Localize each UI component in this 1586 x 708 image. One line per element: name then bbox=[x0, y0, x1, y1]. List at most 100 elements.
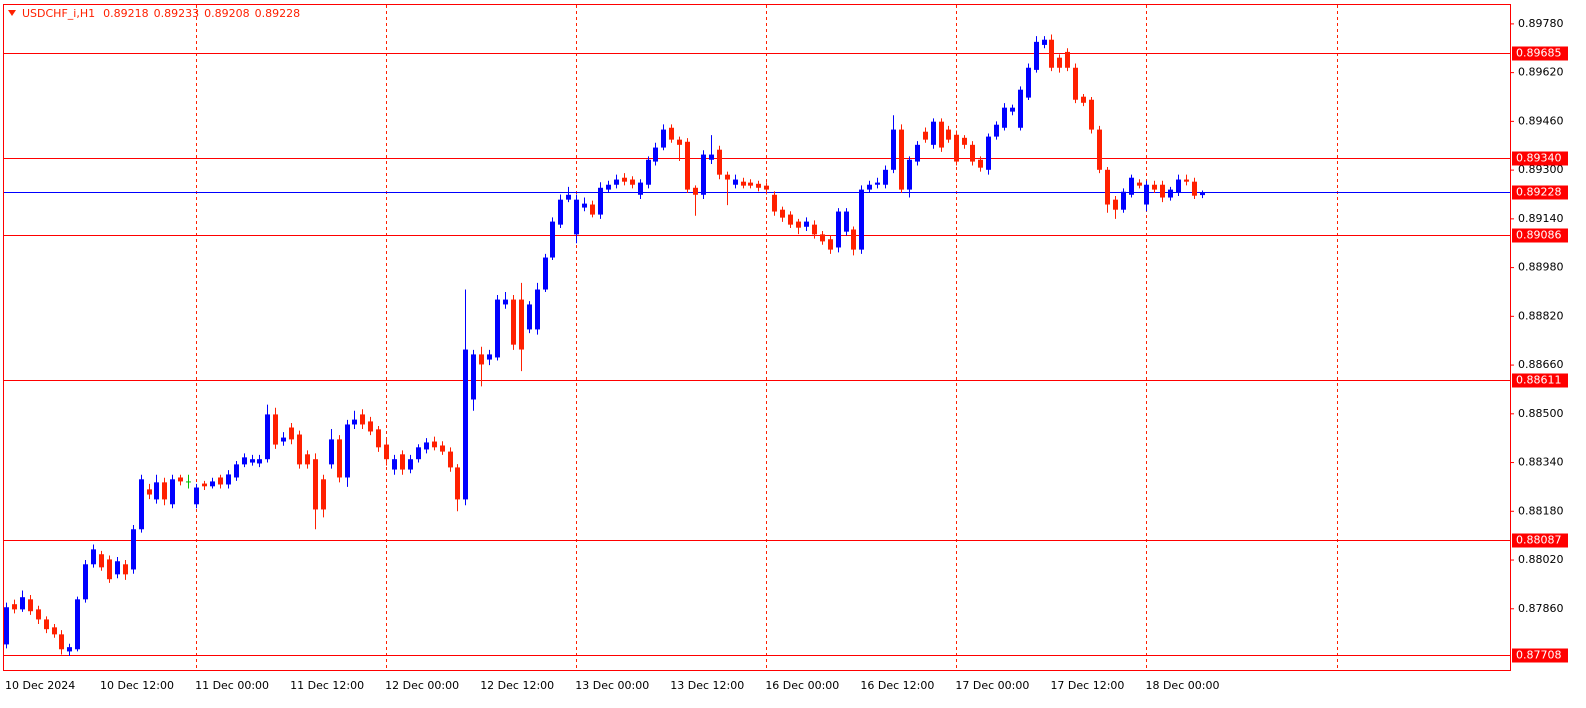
candle-body bbox=[780, 209, 785, 218]
candle-body bbox=[265, 414, 270, 460]
level-label: 0.89228 bbox=[1516, 186, 1562, 199]
x-tick-label: 13 Dec 12:00 bbox=[670, 679, 744, 692]
candle-body bbox=[1018, 89, 1023, 128]
candle-body bbox=[709, 154, 714, 160]
candles-layer bbox=[4, 34, 1205, 656]
candle-body bbox=[503, 299, 508, 305]
candle-body bbox=[250, 459, 255, 463]
candle-body bbox=[416, 447, 421, 460]
y-tick-label: 0.88180 bbox=[1518, 504, 1564, 517]
candle-body bbox=[345, 424, 350, 478]
candle-body bbox=[931, 121, 936, 145]
x-tick-label: 13 Dec 00:00 bbox=[575, 679, 649, 692]
candle-body bbox=[653, 147, 658, 162]
candle-body bbox=[400, 454, 405, 470]
y-tick-label: 0.89140 bbox=[1518, 212, 1564, 225]
candle-body bbox=[107, 559, 112, 580]
candle-body bbox=[479, 354, 484, 365]
y-tick-label: 0.88020 bbox=[1518, 553, 1564, 566]
level-label-box bbox=[1512, 46, 1568, 61]
y-tick-label: 0.88660 bbox=[1518, 358, 1564, 371]
candle-body bbox=[170, 479, 175, 505]
candle-body bbox=[1089, 99, 1094, 130]
candle-body bbox=[535, 289, 540, 330]
y-tick-label: 0.89620 bbox=[1518, 66, 1564, 79]
candle-body bbox=[1097, 129, 1102, 170]
candle-body bbox=[440, 445, 445, 452]
x-tick-label: 12 Dec 12:00 bbox=[480, 679, 554, 692]
candle-body bbox=[661, 129, 666, 148]
candle-body bbox=[337, 439, 342, 478]
x-tick-label: 11 Dec 00:00 bbox=[195, 679, 269, 692]
candle-body bbox=[582, 203, 587, 208]
candle-body bbox=[741, 181, 746, 186]
candle-body bbox=[36, 609, 41, 620]
candle-body bbox=[899, 129, 904, 190]
candle-body bbox=[527, 304, 532, 330]
candle-body bbox=[432, 441, 437, 448]
candle-body bbox=[471, 354, 476, 400]
candle-body bbox=[202, 483, 207, 487]
candle-body bbox=[1042, 39, 1047, 45]
candle-body bbox=[994, 124, 999, 137]
candle-body bbox=[12, 604, 17, 610]
candle-body bbox=[20, 597, 25, 610]
candle-body bbox=[329, 439, 334, 465]
candle-body bbox=[756, 183, 761, 188]
candle-body bbox=[725, 174, 730, 180]
candle-body bbox=[147, 489, 152, 495]
candle-body bbox=[210, 481, 215, 487]
candle-body bbox=[978, 159, 983, 168]
candle-body bbox=[804, 221, 809, 227]
candle-body bbox=[1049, 39, 1054, 68]
x-tick-label: 12 Dec 00:00 bbox=[385, 679, 459, 692]
candle-body bbox=[273, 414, 278, 445]
candle-body bbox=[1144, 184, 1149, 205]
candle-body bbox=[511, 299, 516, 345]
candle-body bbox=[321, 479, 326, 510]
y-tick-label: 0.87860 bbox=[1518, 602, 1564, 615]
candle-body bbox=[836, 211, 841, 248]
plot-frame bbox=[3, 4, 1511, 671]
candle-body bbox=[424, 442, 429, 450]
candle-body bbox=[194, 487, 199, 505]
level-label-box bbox=[1512, 228, 1568, 243]
candle-body bbox=[4, 607, 9, 645]
level-label: 0.88611 bbox=[1516, 374, 1562, 387]
candle-body bbox=[543, 257, 548, 290]
level-label-box bbox=[1512, 373, 1568, 388]
candle-body bbox=[630, 179, 635, 185]
candle-body bbox=[1176, 179, 1181, 193]
collapse-icon[interactable] bbox=[8, 10, 16, 16]
candle-body bbox=[234, 464, 239, 478]
candle-body bbox=[748, 182, 753, 186]
candle-body bbox=[495, 299, 500, 358]
candle-body bbox=[487, 354, 492, 360]
candle-body bbox=[669, 127, 674, 140]
candle-body bbox=[574, 199, 579, 235]
candle-body bbox=[1105, 169, 1110, 205]
x-tick-label: 16 Dec 00:00 bbox=[765, 679, 839, 692]
candle-body bbox=[289, 427, 294, 440]
candle-body bbox=[1200, 192, 1205, 196]
level-label: 0.89685 bbox=[1516, 47, 1562, 60]
level-label: 0.89340 bbox=[1516, 152, 1562, 165]
candle-body bbox=[1002, 107, 1007, 128]
candle-body bbox=[384, 444, 389, 460]
candle-body bbox=[281, 437, 286, 442]
candle-body bbox=[788, 214, 793, 225]
candle-body bbox=[986, 136, 991, 170]
candle-body bbox=[1129, 177, 1134, 195]
candle-body bbox=[844, 211, 849, 232]
candle-body bbox=[646, 159, 651, 185]
candle-body bbox=[178, 477, 183, 482]
candle-body bbox=[1057, 57, 1062, 68]
candle-body bbox=[139, 479, 144, 530]
y-tick-label: 0.88980 bbox=[1518, 261, 1564, 274]
y-tick-label: 0.88340 bbox=[1518, 456, 1564, 469]
candle-body bbox=[1121, 191, 1126, 210]
candle-body bbox=[962, 137, 967, 145]
candle-body bbox=[131, 529, 136, 570]
candle-body bbox=[448, 451, 453, 468]
